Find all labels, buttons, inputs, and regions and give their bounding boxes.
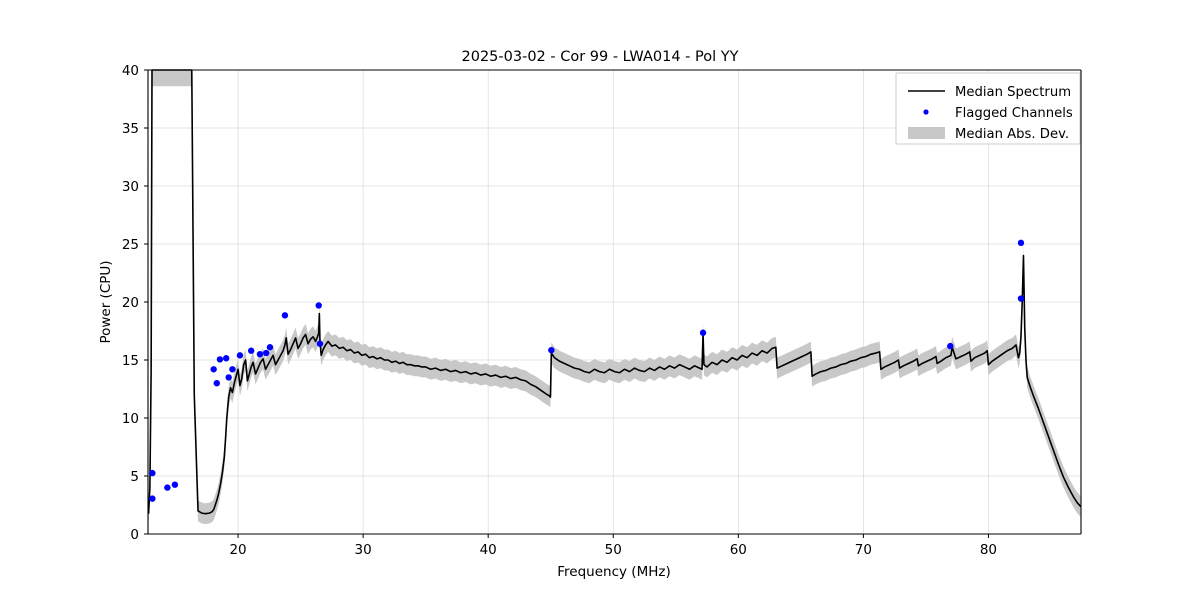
flagged-channel-point — [216, 356, 224, 363]
x-tick-label: 20 — [229, 542, 246, 558]
flagged-channel-point — [316, 340, 324, 347]
flagged-channel-point — [1017, 239, 1025, 247]
y-axis-label: Power (CPU) — [98, 260, 114, 343]
x-tick-label: 70 — [855, 542, 872, 558]
flagged-channel-point — [222, 355, 230, 362]
x-axis-label: Frequency (MHz) — [557, 564, 670, 580]
flagged-channel-point — [247, 347, 255, 354]
flagged-channel-point — [225, 374, 232, 381]
flagged-channel-point — [315, 302, 322, 309]
chart-legend[interactable]: Median Spectrum Flagged Channels Median … — [895, 72, 1081, 145]
flagged-channel-point — [236, 352, 244, 359]
chart-title: 2025-03-02 - Cor 99 - LWA014 - Pol YY — [462, 49, 739, 65]
flagged-channel-point — [149, 469, 156, 477]
axis-ticks: 20 30 40 50 60 70 80 0 5 10 15 20 25 30 35 40 — [122, 63, 997, 558]
flagged-channels-points — [149, 239, 1025, 502]
legend-label-median-abs-dev: Median Abs. Dev. — [955, 127, 1069, 142]
x-tick-label: 30 — [355, 542, 372, 558]
x-tick-label: 60 — [730, 542, 747, 558]
flagged-channel-point — [213, 380, 220, 387]
y-tick-label: 15 — [122, 353, 139, 369]
y-tick-label: 30 — [122, 179, 139, 195]
flagged-channel-point — [548, 346, 555, 354]
median-spectrum-line — [147, 69, 1082, 515]
legend-label-flagged-channels: Flagged Channels — [955, 106, 1073, 121]
flagged-channel-point — [210, 366, 217, 373]
legend-band-swatch-median-abs-dev — [908, 127, 945, 139]
x-tick-label: 50 — [605, 542, 622, 558]
y-tick-label: 0 — [130, 527, 139, 543]
y-tick-label: 35 — [122, 121, 139, 137]
flagged-channel-point — [262, 349, 270, 357]
x-tick-label: 40 — [480, 542, 497, 558]
y-tick-label: 10 — [122, 411, 139, 427]
flagged-channel-point — [171, 481, 179, 488]
legend-dot-swatch-flagged-channels — [923, 109, 929, 115]
flagged-channel-point — [266, 344, 274, 351]
x-tick-label: 80 — [980, 542, 997, 558]
legend-label-median-spectrum: Median Spectrum — [955, 85, 1071, 100]
y-tick-label: 5 — [130, 469, 139, 485]
flagged-channel-point — [947, 342, 954, 350]
flagged-channel-point — [1017, 295, 1025, 302]
flagged-channel-point — [149, 495, 156, 502]
y-tick-label: 20 — [122, 295, 139, 311]
y-tick-label: 25 — [122, 237, 139, 253]
flagged-channel-point — [164, 484, 171, 491]
flagged-channel-point — [699, 329, 707, 336]
y-tick-label: 40 — [122, 63, 139, 79]
flagged-channel-point — [281, 312, 289, 319]
flagged-channel-point — [256, 351, 264, 358]
flagged-channel-point — [229, 366, 236, 373]
